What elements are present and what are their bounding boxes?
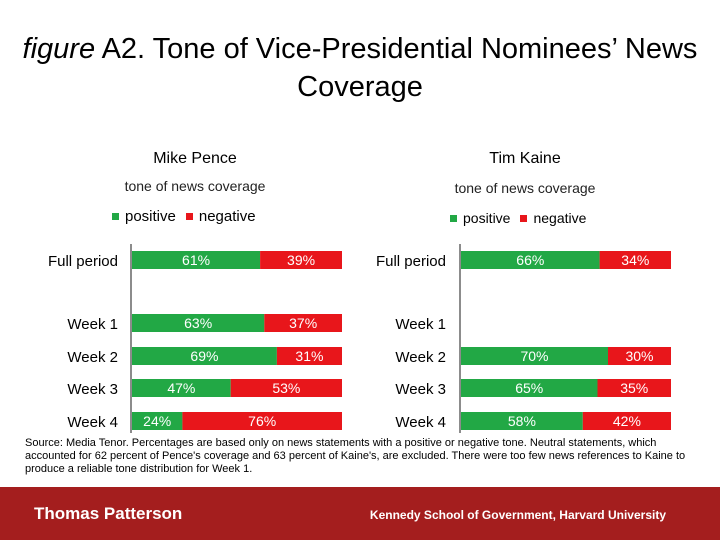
pence-negative-value-label: 53% [272,380,300,396]
pence-panel-title: Mike Pence [153,150,237,167]
kaine-category-label: Week 4 [395,414,446,431]
pence-positive-value-label: 61% [182,252,210,268]
pence-positive-bar [132,251,261,269]
pence-category-label: Full period [48,253,118,270]
kaine-negative-value-label: 35% [620,380,648,396]
kaine-category-label: Full period [376,253,446,270]
kaine-positive-value-label: 66% [516,252,544,268]
pence-positive-value-label: 47% [167,380,195,396]
kaine-negative-value-label: 30% [625,348,653,364]
kaine-negative-bar [599,251,671,269]
kaine-panel-title: Tim Kaine [489,150,561,167]
pence-negative-bar [230,379,342,397]
pence-negative-bar [264,314,342,332]
pence-category-label: Week 4 [67,414,118,431]
kaine-negative-bar [608,347,671,365]
figure-title: A2. Tone of Vice-Presidential Nominees’ … [101,33,698,103]
kaine-category-label: Week 1 [395,316,446,333]
kaine-positive-value-label: 58% [508,413,536,429]
kaine-positive-bar [461,251,600,269]
negative-legend-label: negative [198,208,256,225]
footer-bar: Thomas Patterson Kennedy School of Gover… [0,487,720,540]
pence-positive-bar [132,347,277,365]
pence-positive-bar [132,412,183,430]
kaine-category-label: Week 2 [395,349,446,366]
pence-negative-bar [182,412,342,430]
kaine-panel-subtitle: tone of news coverage [454,180,596,196]
footer-author: Thomas Patterson [34,504,183,523]
positive-legend-swatch [112,213,119,220]
pence-negative-value-label: 76% [248,413,276,429]
kaine-positive-bar [461,412,583,430]
negative-legend-label: negative [533,210,587,226]
negative-legend-swatch [520,214,528,222]
positive-legend-swatch [450,214,457,222]
pence-positive-value-label: 24% [143,413,171,429]
pence-positive-bar [132,379,231,397]
pence-negative-bar [276,347,342,365]
pence-category-label: Week 2 [67,349,118,366]
kaine-legend: positive negative [450,210,596,226]
pence-positive-value-label: 63% [184,315,212,331]
pence-category-label: Week 1 [67,316,118,333]
kaine-positive-bar [461,347,608,365]
pence-negative-value-label: 39% [287,252,315,268]
pence-negative-value-label: 31% [295,348,323,364]
figure-label: figure [22,33,96,65]
kaine-category-label: Week 3 [395,381,446,398]
pence-positive-bar [132,314,265,332]
pence-negative-bar [260,251,342,269]
kaine-positive-value-label: 65% [515,380,543,396]
source-note: Source: Media Tenor. Percentages are bas… [25,437,686,475]
kaine-positive-bar [461,379,598,397]
kaine-negative-value-label: 42% [613,413,641,429]
pence-negative-value-label: 37% [289,315,317,331]
positive-legend-label: positive [125,208,176,225]
negative-legend-swatch [185,213,193,220]
pence-legend: positive negative [112,208,266,225]
pence-panel-subtitle: tone of news coverage [124,178,266,194]
footer-institution: Kennedy School of Government, Harvard Un… [369,508,666,522]
kaine-negative-bar [582,412,671,430]
pence-category-label: Week 3 [67,381,118,398]
pence-positive-value-label: 69% [190,348,218,364]
kaine-positive-value-label: 70% [520,348,548,364]
positive-legend-label: positive [463,210,511,226]
slide-title: figure A2. Tone of Vice-Presidential Nom… [0,30,720,106]
kaine-negative-bar [597,379,671,397]
kaine-negative-value-label: 34% [621,252,649,268]
